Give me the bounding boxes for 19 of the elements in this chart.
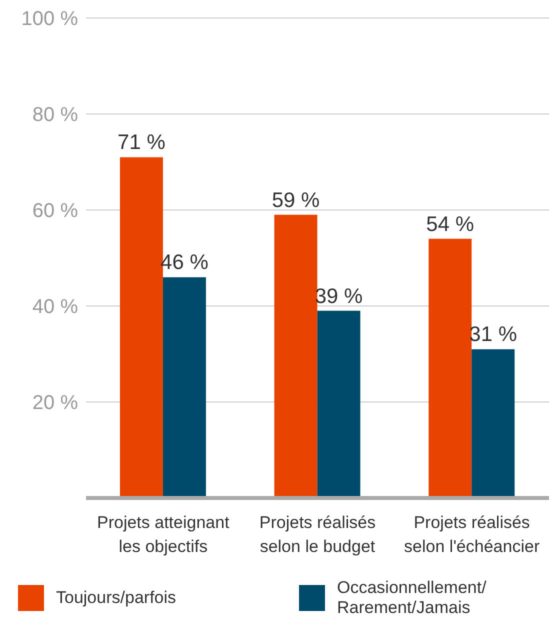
data-label: 59 % <box>272 188 320 212</box>
bar <box>317 310 360 498</box>
y-tick-label: 80 % <box>32 104 78 126</box>
y-tick-label: 20 % <box>32 392 78 414</box>
y-tick-label: 40 % <box>32 296 78 318</box>
x-tick-label: Projets réalisés selon le budget <box>259 513 376 556</box>
bar <box>120 157 163 498</box>
bar <box>162 277 206 498</box>
text: Occasionnellement/Rarement/Jamais <box>337 578 486 617</box>
data-label: 54 % <box>426 212 474 236</box>
y-tick-label: 100 % <box>21 8 78 30</box>
x-tick-label: Projets atteignant les objectifs <box>97 513 230 556</box>
data-label: 71 % <box>118 131 166 154</box>
legend-label: Toujours/parfois <box>56 588 176 608</box>
bar <box>472 349 515 498</box>
bar <box>428 238 472 498</box>
x-tick-label: Projets réalisés selon l'échéancier <box>404 513 540 556</box>
y-tick-label: 60 % <box>32 200 78 222</box>
bar <box>274 214 318 498</box>
